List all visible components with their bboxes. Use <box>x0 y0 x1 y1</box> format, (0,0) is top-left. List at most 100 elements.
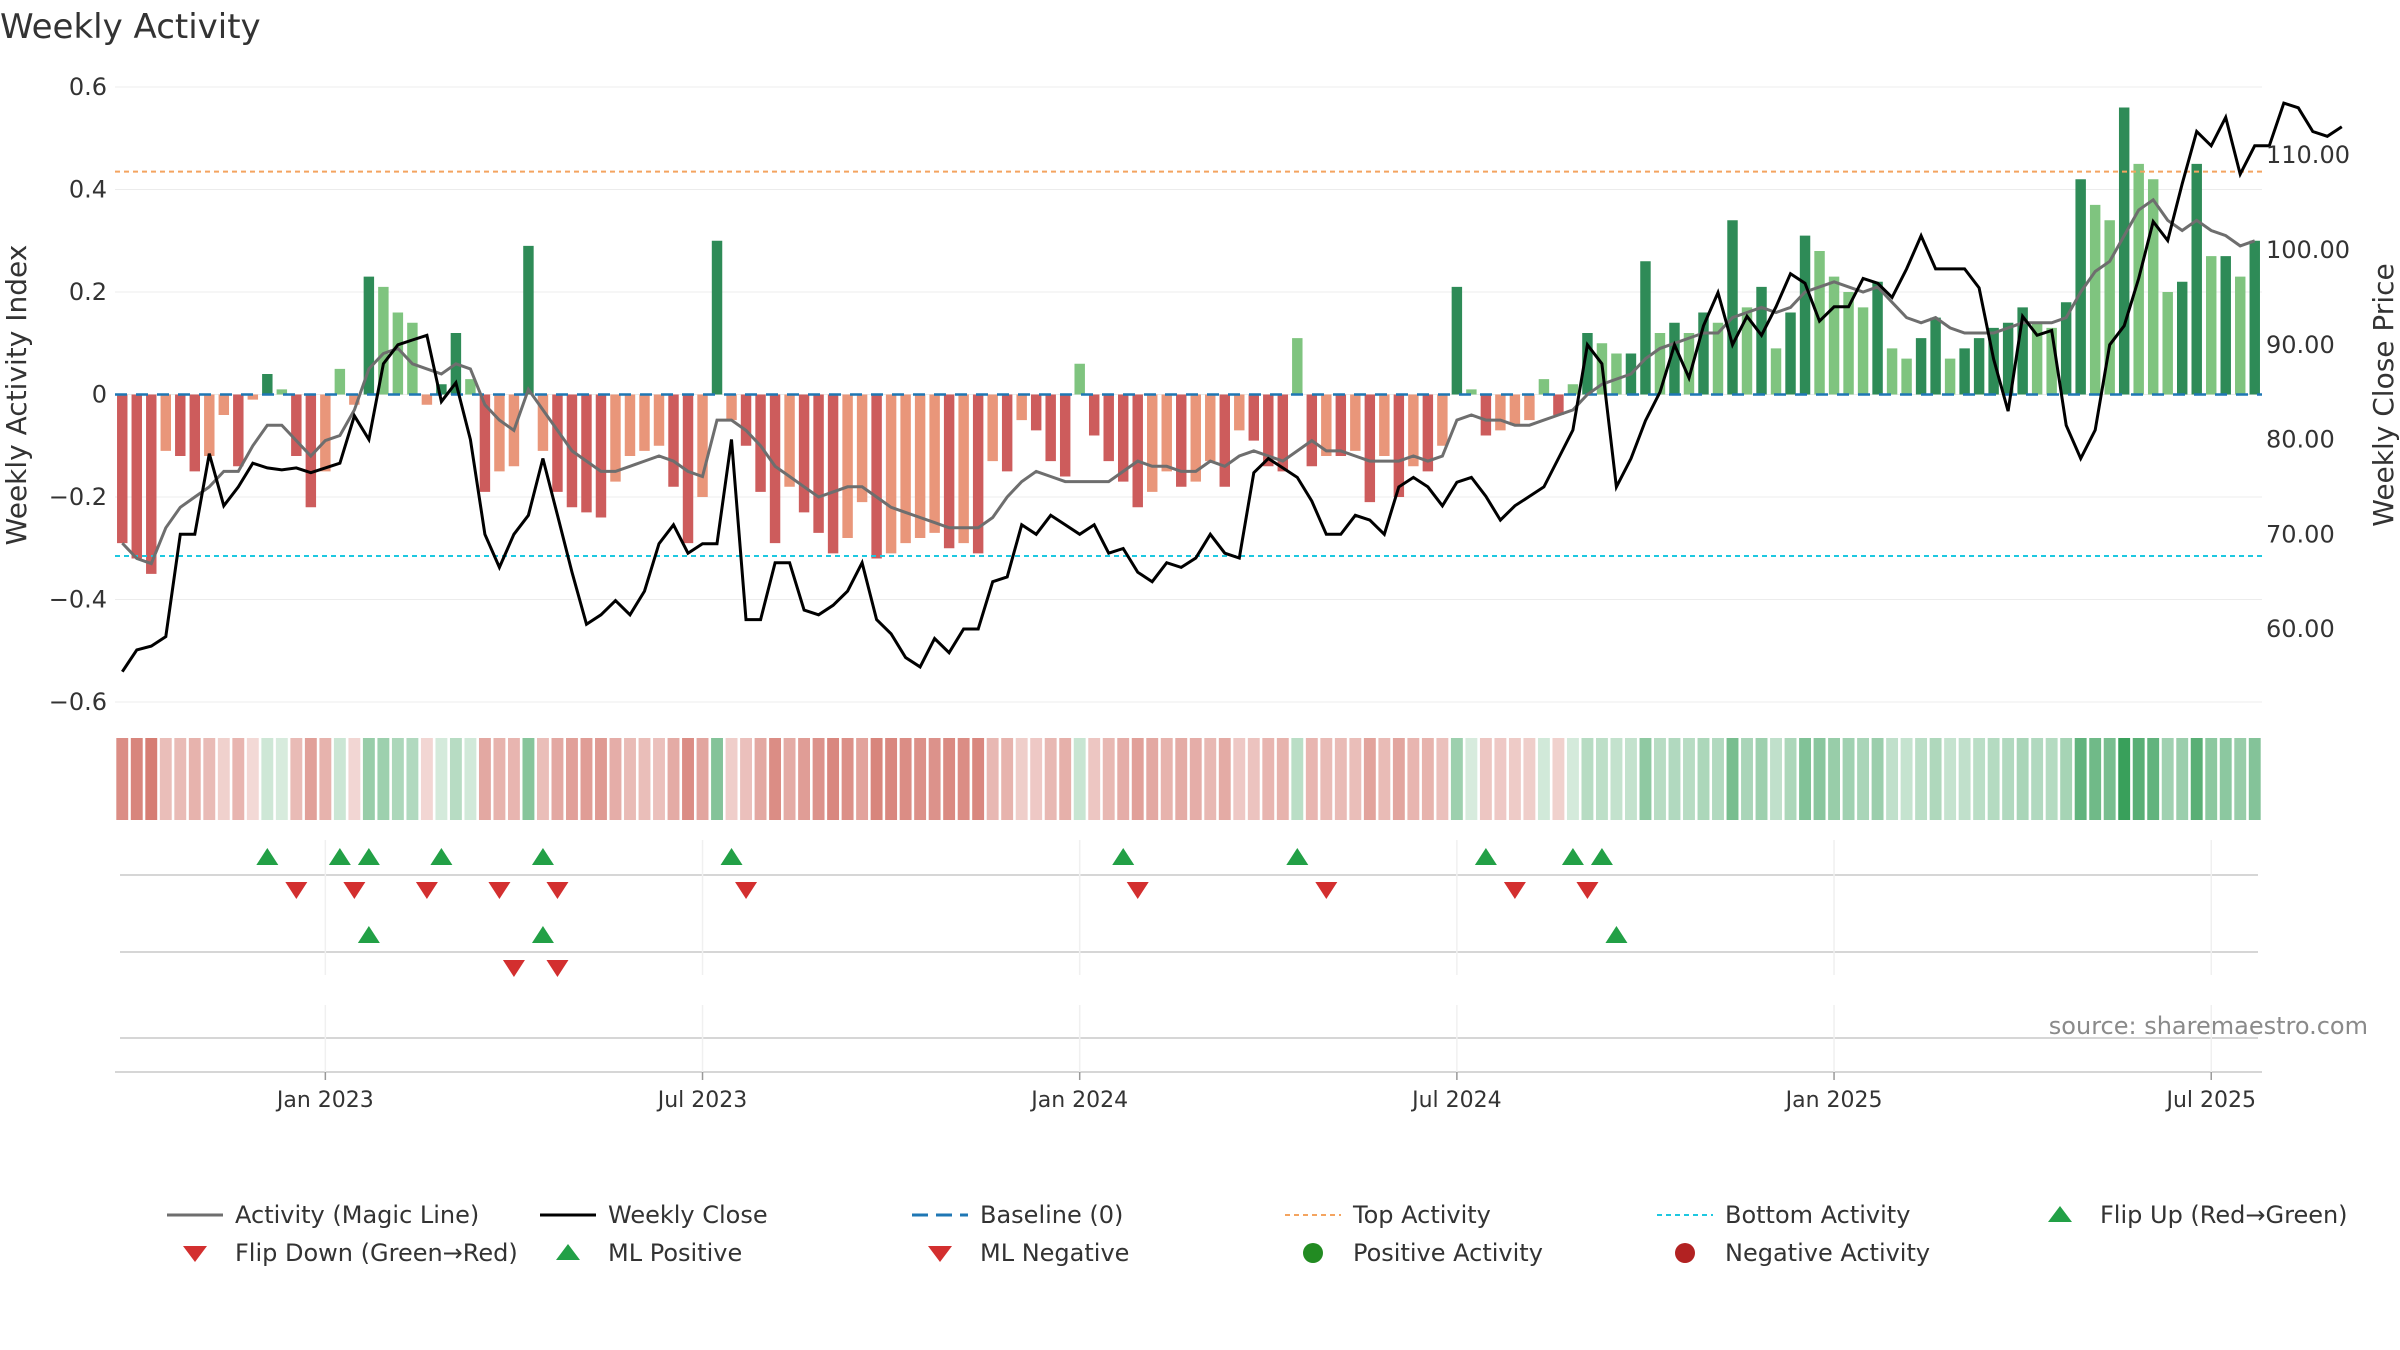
activity-bar <box>160 394 171 451</box>
activity-bar <box>929 394 940 533</box>
y-left-tick-label: 0 <box>92 381 107 409</box>
activity-bar <box>987 394 998 462</box>
activity-bar <box>1190 394 1201 482</box>
activity-bar <box>1321 394 1332 456</box>
source-note: source: sharemaestro.com <box>2049 1012 2368 1040</box>
activity-bar <box>363 276 375 395</box>
legend: Activity (Magic Line) Weekly Close Basel… <box>0 1195 2400 1285</box>
activity-bar <box>523 245 534 395</box>
baseline-swatch <box>912 1213 968 1217</box>
activity-bar <box>1393 394 1405 497</box>
x-tick-label: Jul 2024 <box>1410 1088 1502 1113</box>
activity-cell <box>1233 738 1246 820</box>
activity-cell <box>1784 738 1797 820</box>
triangle-up-icon <box>556 1244 580 1260</box>
activity-cell <box>420 738 433 820</box>
flip-down-marker <box>415 882 438 899</box>
legend-weekly-close: Weekly Close <box>538 1201 768 1229</box>
chart-title: Weekly Activity <box>0 7 261 47</box>
activity-bar <box>1451 286 1463 395</box>
activity-cell <box>2002 738 2015 820</box>
activity-bar <box>1756 286 1767 395</box>
flip-up-marker <box>1286 848 1309 865</box>
activity-cell <box>986 738 999 820</box>
activity-cell <box>1479 738 1492 820</box>
activity-cell <box>2089 738 2102 820</box>
activity-bar <box>1828 276 1840 395</box>
activity-cell <box>1494 738 1507 820</box>
activity-cell <box>899 738 912 820</box>
activity-bar <box>755 394 766 492</box>
activity-heat-strip <box>116 738 2261 820</box>
activity-bar <box>146 394 157 574</box>
activity-bar <box>1901 358 1912 395</box>
reference-lines <box>115 170 2262 557</box>
activity-cell <box>1218 738 1231 820</box>
activity-cell <box>1915 738 1928 820</box>
activity-cell <box>406 738 419 820</box>
activity-cell <box>464 738 477 820</box>
activity-cell <box>2176 738 2189 820</box>
activity-bar <box>2060 302 2072 395</box>
activity-cell <box>667 738 680 820</box>
activity-cell <box>754 738 767 820</box>
activity-bar <box>2104 220 2115 395</box>
y-right-tick-label: 70.00 <box>2266 520 2335 548</box>
activity-cell <box>624 738 636 820</box>
y-left-axis-label: Weekly Activity Index <box>0 245 33 546</box>
activity-cell <box>2248 738 2261 820</box>
activity-cell <box>188 738 201 820</box>
activity-cell <box>769 738 782 820</box>
activity-cell <box>1697 738 1710 820</box>
activity-cell <box>827 738 840 820</box>
flip-up-marker <box>357 848 380 865</box>
legend-label: Baseline (0) <box>980 1201 1124 1229</box>
triangle-down-icon <box>183 1246 207 1262</box>
activity-bar <box>610 394 621 482</box>
activity-cell <box>783 738 796 820</box>
activity-bar <box>1495 394 1506 431</box>
activity-bar <box>1219 394 1230 487</box>
flip-down-marker <box>1126 882 1149 899</box>
signal-panels <box>115 840 2262 1073</box>
activity-bar <box>1263 394 1274 467</box>
activity-bar <box>958 394 969 544</box>
activity-cell <box>130 738 143 820</box>
legend-label: Weekly Close <box>608 1201 768 1229</box>
activity-cell <box>1900 738 1913 820</box>
activity-cell <box>362 738 375 820</box>
activity-bar <box>1408 394 1419 467</box>
legend-top-activity: Top Activity <box>1283 1201 1491 1229</box>
activity-cell <box>1262 738 1275 820</box>
activity-cell <box>1247 738 1260 820</box>
activity-bar <box>1640 261 1651 395</box>
flip-down-marker <box>1503 882 1526 899</box>
activity-bar <box>1727 220 1738 395</box>
activity-cell <box>537 738 549 820</box>
activity-bar <box>1930 317 1941 395</box>
legend-baseline: Baseline (0) <box>910 1201 1123 1229</box>
activity-bar <box>1669 322 1680 395</box>
activity-bar <box>1654 333 1666 395</box>
activity-bar <box>1741 307 1753 395</box>
activity-cell <box>522 738 535 820</box>
activity-bar <box>726 394 737 421</box>
activity-bar <box>1161 394 1172 472</box>
activity-cell <box>2103 738 2116 820</box>
activity-cell <box>711 738 723 820</box>
ml-negative-marker <box>546 960 569 977</box>
activity-cell <box>638 738 651 820</box>
activity-bar <box>1886 348 1898 395</box>
activity-bar <box>392 312 404 395</box>
activity-bar <box>1973 338 1985 395</box>
activity-cell <box>246 738 259 820</box>
y-right-tick-label: 100.00 <box>2266 236 2350 264</box>
activity-cell <box>1726 738 1739 820</box>
activity-cell <box>551 738 564 820</box>
activity-bar <box>1176 394 1187 487</box>
activity-bar <box>1306 394 1318 467</box>
activity-bar <box>1335 394 1347 456</box>
magic-line-swatch <box>167 1213 223 1217</box>
activity-bar <box>2002 322 2014 395</box>
activity-bar <box>595 394 607 518</box>
